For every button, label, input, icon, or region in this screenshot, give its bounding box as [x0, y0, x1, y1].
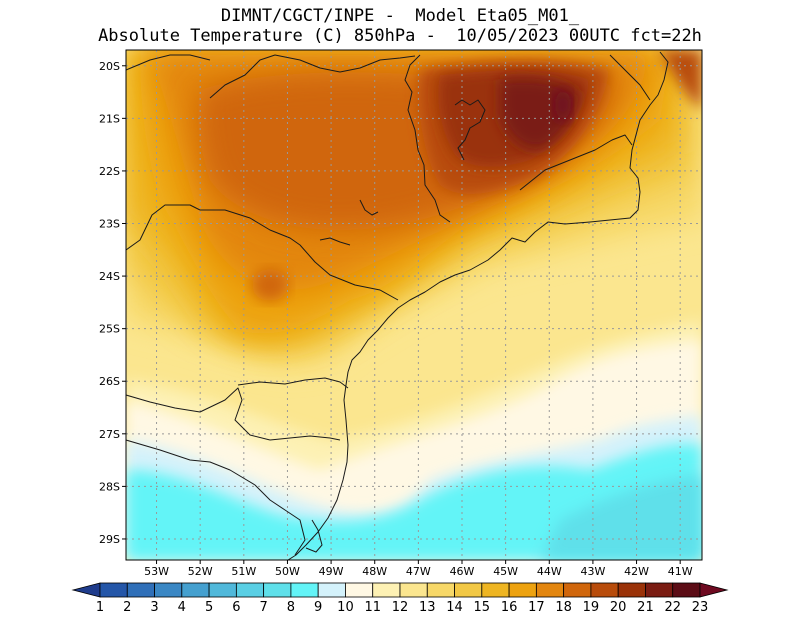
- lon-label: 48W: [362, 565, 387, 578]
- colorbar-label: 6: [232, 600, 240, 615]
- state-border-ms-sp: [209, 54, 416, 99]
- lon-label: 47W: [406, 565, 431, 578]
- state-border-sc-rs: [269, 435, 341, 441]
- lat-label: 21S: [99, 112, 120, 125]
- colorbar-label: 18: [555, 600, 572, 615]
- colorbar-box: [563, 582, 592, 598]
- map-frame: [125, 49, 703, 561]
- lat-label: 24S: [99, 270, 120, 283]
- coastline: [287, 51, 669, 560]
- lat-label: 20S: [99, 60, 120, 73]
- latitude-labels: 20S 21S 22S 23S 24S 25S 26S 27S 28S 29S: [99, 60, 126, 546]
- colorbar-label: 20: [610, 600, 627, 615]
- state-border-sp-pr: [200, 209, 399, 301]
- colorbar-label: 11: [364, 600, 381, 615]
- colorbar-label: 21: [637, 600, 654, 615]
- colorbar: 1 2 3 4 5 6 7 8 9 10 11 12 13 14 15 16 17 18 19 20 21 22 23: [71, 582, 729, 615]
- colorbar-label: 22: [664, 600, 681, 615]
- colorbar-label: 19: [583, 600, 600, 615]
- state-border-es: [609, 54, 651, 101]
- colorbar-label: 5: [205, 600, 213, 615]
- colorbar-box: [99, 582, 128, 598]
- colorbar-box: [345, 582, 374, 598]
- colorbar-arrow-low: [71, 582, 101, 598]
- colorbar-label: 2: [123, 600, 131, 615]
- lagoa-dos-patos: [305, 519, 323, 553]
- lat-label: 26S: [99, 375, 120, 388]
- country-border-argentina: [126, 387, 271, 441]
- map-title-line-2: Absolute Temperature (C) 850hPa - 10/05/…: [98, 26, 702, 46]
- coastline-borders: [126, 51, 669, 560]
- colorbar-box: [126, 582, 155, 598]
- river-parana: [359, 199, 379, 216]
- colorbar-label: 7: [259, 600, 267, 615]
- state-border-rj: [519, 134, 633, 191]
- colorbar-label: 9: [314, 600, 322, 615]
- colorbar-label: 13: [419, 600, 436, 615]
- state-border-mg-go: [126, 54, 211, 71]
- colorbar-label: 12: [392, 600, 409, 615]
- colorbar-box: [208, 582, 237, 598]
- colorbar-label: 17: [528, 600, 545, 615]
- field-west-spot: [252, 269, 288, 301]
- lat-label: 25S: [99, 323, 120, 336]
- temperature-field: [126, 50, 702, 560]
- colorbar-box: [372, 582, 401, 598]
- colorbar-box: [154, 582, 183, 598]
- map-title-line-1: DIMNT/CGCT/INPE - Model Eta05_M01_: [220, 6, 580, 26]
- colorbar-box: [454, 582, 483, 598]
- colorbar-label: 10: [337, 600, 354, 615]
- lat-label: 29S: [99, 533, 120, 546]
- state-border-pr-sc: [237, 377, 349, 389]
- colorbar-label: 23: [692, 600, 709, 615]
- lon-label: 41W: [668, 565, 693, 578]
- colorbar-label: 1: [96, 600, 104, 615]
- colorbar-box: [481, 582, 510, 598]
- country-border-uruguay: [126, 439, 306, 556]
- colorbar-label: 15: [474, 600, 491, 615]
- lat-label: 23S: [99, 218, 120, 231]
- lon-label: 50W: [275, 565, 300, 578]
- colorbar-label: 4: [178, 600, 186, 615]
- country-border-paraguay: [126, 204, 201, 251]
- colorbar-box: [645, 582, 674, 598]
- colorbar-label: 16: [501, 600, 518, 615]
- lat-label: 28S: [99, 480, 120, 493]
- colorbar-box: [508, 582, 537, 598]
- reservoir-furnas: [454, 99, 486, 161]
- lon-label: 52W: [188, 565, 213, 578]
- colorbar-arrow-high: [699, 582, 729, 598]
- colorbar-box: [590, 582, 619, 598]
- lon-label: 51W: [231, 565, 256, 578]
- lat-label: 22S: [99, 165, 120, 178]
- colorbar-label: 8: [287, 600, 295, 615]
- lon-label: 43W: [580, 565, 605, 578]
- field-hot-core: [555, 89, 571, 121]
- colorbar-box: [290, 582, 319, 598]
- longitude-labels: 53W 52W 51W 50W 49W 48W 47W 46W 45W 44W 43W 42W 41W: [144, 560, 693, 578]
- lon-label: 44W: [537, 565, 562, 578]
- colorbar-box: [317, 582, 346, 598]
- lon-label: 53W: [144, 565, 169, 578]
- lon-label: 49W: [319, 565, 344, 578]
- grid-lines: [126, 50, 702, 560]
- colorbar-box: [535, 582, 565, 598]
- field-northeast-corner: [660, 50, 702, 110]
- colorbar-box: [399, 582, 428, 598]
- lon-label: 42W: [624, 565, 649, 578]
- reservoir-tiete: [319, 237, 351, 246]
- colorbar-box: [617, 582, 646, 598]
- colorbar-box: [235, 582, 265, 598]
- lat-label: 27S: [99, 428, 120, 441]
- colorbar-label: 14: [446, 600, 463, 615]
- colorbar-box: [263, 582, 292, 598]
- colorbar-box: [672, 582, 701, 598]
- colorbar-box: [426, 582, 455, 598]
- state-border-mg-sp: [404, 54, 451, 223]
- colorbar-label: 3: [150, 600, 158, 615]
- lon-label: 45W: [493, 565, 518, 578]
- lon-label: 46W: [450, 565, 475, 578]
- colorbar-box: [181, 582, 210, 598]
